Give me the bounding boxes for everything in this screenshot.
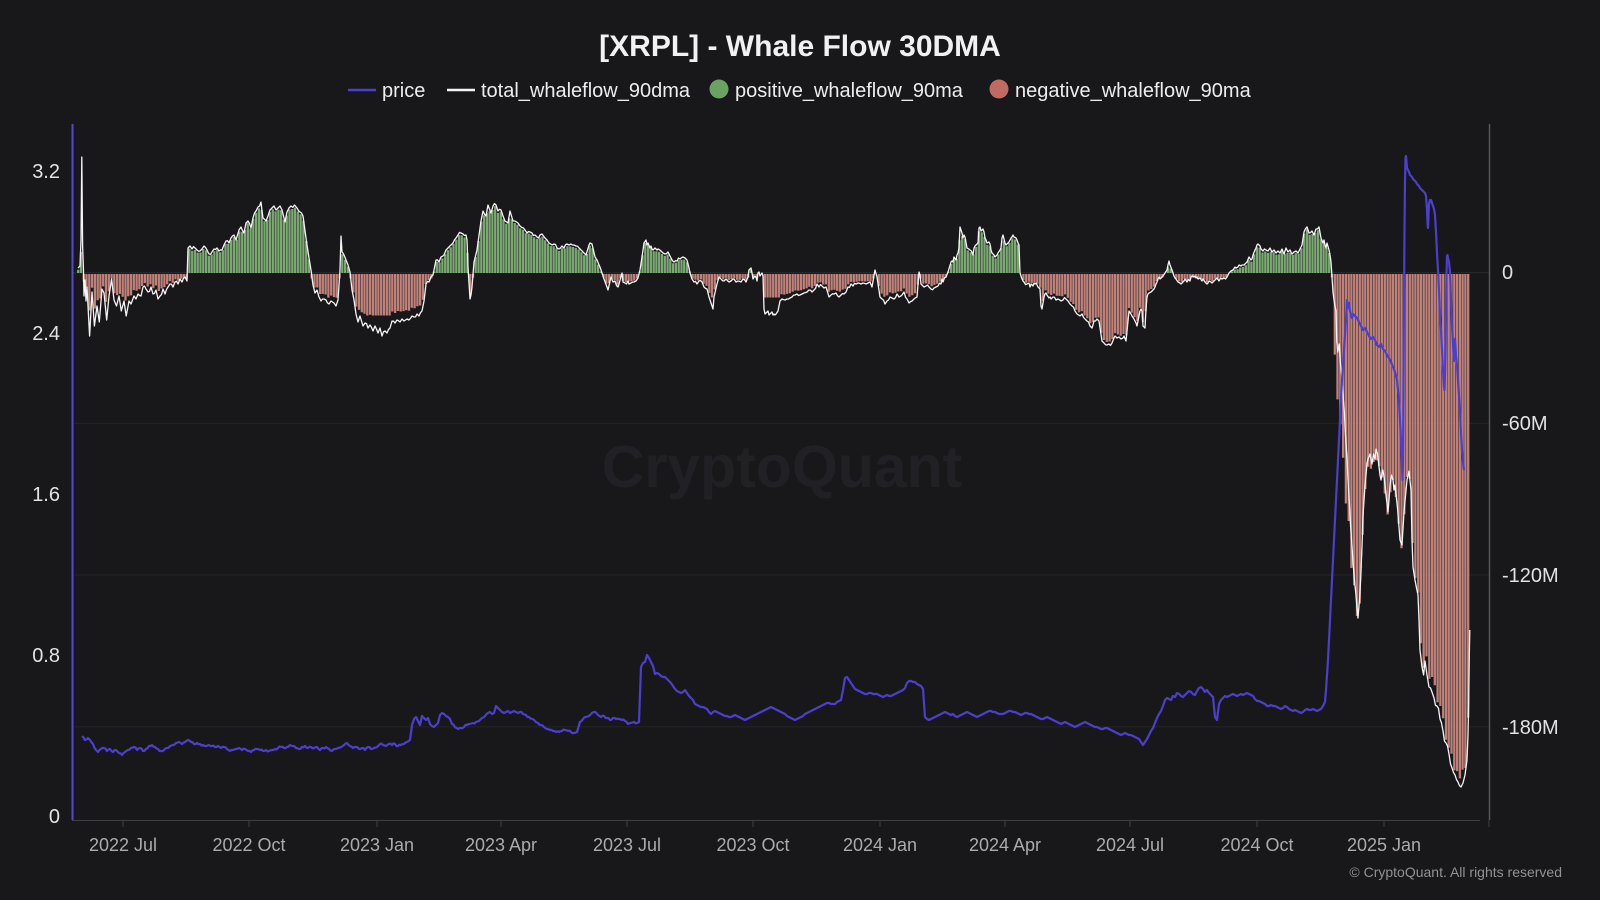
- svg-text:negative_whaleflow_90ma: negative_whaleflow_90ma: [1015, 80, 1252, 102]
- svg-text:2023 Jan: 2023 Jan: [340, 835, 414, 855]
- svg-text:-180M: -180M: [1502, 717, 1559, 739]
- svg-text:2023 Oct: 2023 Oct: [716, 835, 789, 855]
- svg-text:-120M: -120M: [1502, 565, 1559, 587]
- svg-text:price: price: [382, 80, 425, 102]
- svg-text:2024 Jan: 2024 Jan: [843, 835, 917, 855]
- svg-text:2024 Apr: 2024 Apr: [969, 835, 1041, 855]
- svg-text:CryptoQuant: CryptoQuant: [602, 434, 963, 500]
- svg-text:2022 Oct: 2022 Oct: [212, 835, 285, 855]
- svg-text:-60M: -60M: [1502, 413, 1548, 435]
- svg-text:[XRPL] - Whale Flow 30DMA: [XRPL] - Whale Flow 30DMA: [599, 30, 1001, 63]
- svg-text:positive_whaleflow_90ma: positive_whaleflow_90ma: [735, 80, 964, 102]
- svg-text:total_whaleflow_90dma: total_whaleflow_90dma: [481, 80, 691, 102]
- svg-text:1.6: 1.6: [32, 484, 60, 506]
- svg-text:2022 Jul: 2022 Jul: [89, 835, 157, 855]
- svg-text:0: 0: [1502, 262, 1513, 284]
- svg-text:3.2: 3.2: [32, 161, 60, 183]
- svg-text:2024 Oct: 2024 Oct: [1220, 835, 1293, 855]
- svg-text:2023 Apr: 2023 Apr: [465, 835, 537, 855]
- svg-text:2025 Jan: 2025 Jan: [1347, 835, 1421, 855]
- svg-text:2024 Jul: 2024 Jul: [1096, 835, 1164, 855]
- svg-text:0.8: 0.8: [32, 645, 60, 667]
- svg-text:0: 0: [49, 806, 60, 828]
- svg-text:2023 Jul: 2023 Jul: [593, 835, 661, 855]
- svg-text:© CryptoQuant. All rights rese: © CryptoQuant. All rights reserved: [1349, 864, 1562, 880]
- svg-text:2.4: 2.4: [32, 323, 60, 345]
